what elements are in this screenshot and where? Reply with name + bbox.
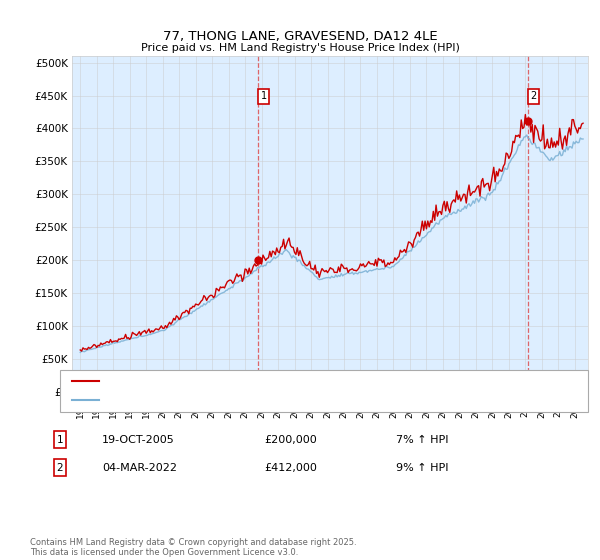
Text: 19-OCT-2005: 19-OCT-2005 [102,435,175,445]
Text: HPI: Average price, semi-detached house, Gravesham: HPI: Average price, semi-detached house,… [105,395,386,405]
Text: 77, THONG LANE, GRAVESEND, DA12 4LE (semi-detached house): 77, THONG LANE, GRAVESEND, DA12 4LE (sem… [105,376,445,386]
Text: Contains HM Land Registry data © Crown copyright and database right 2025.
This d: Contains HM Land Registry data © Crown c… [30,538,356,557]
Text: 77, THONG LANE, GRAVESEND, DA12 4LE: 77, THONG LANE, GRAVESEND, DA12 4LE [163,30,437,43]
Text: 2: 2 [530,91,537,101]
Text: £412,000: £412,000 [264,463,317,473]
Text: £200,000: £200,000 [264,435,317,445]
Text: 2: 2 [56,463,64,473]
Text: 1: 1 [56,435,64,445]
Text: 04-MAR-2022: 04-MAR-2022 [102,463,177,473]
Text: 9% ↑ HPI: 9% ↑ HPI [396,463,449,473]
Text: 1: 1 [261,91,267,101]
Text: Price paid vs. HM Land Registry's House Price Index (HPI): Price paid vs. HM Land Registry's House … [140,43,460,53]
Text: 7% ↑ HPI: 7% ↑ HPI [396,435,449,445]
